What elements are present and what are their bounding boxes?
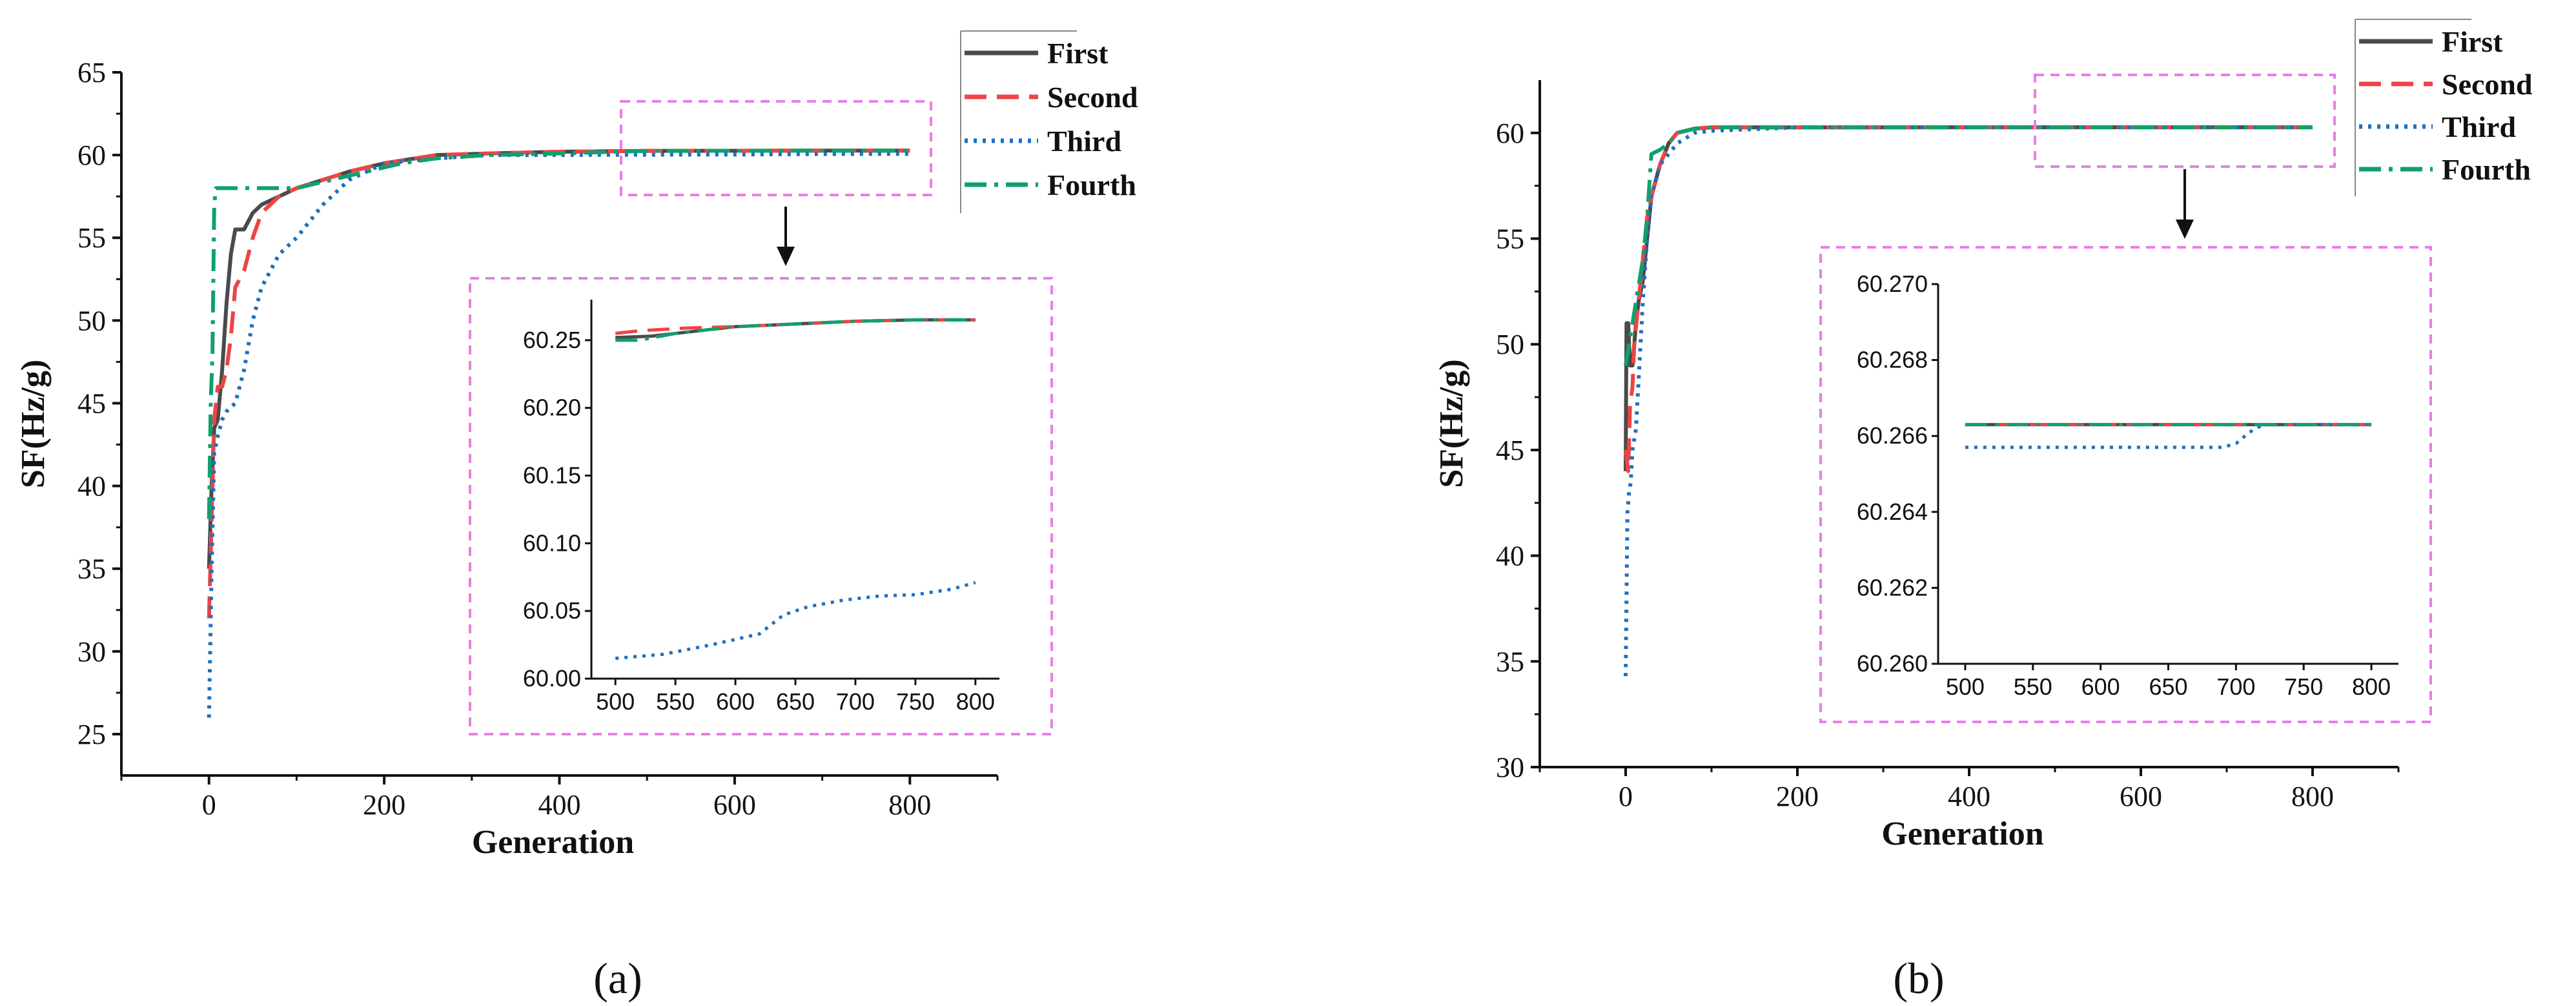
inset-series-line-fourth bbox=[615, 318, 976, 342]
inset-x-tick-label: 750 bbox=[896, 688, 935, 715]
x-tick-label: 200 bbox=[1776, 781, 1819, 812]
panel-label-a: (a) bbox=[593, 954, 642, 1003]
legend-label-third: Third bbox=[1047, 125, 1121, 158]
inset-y-tick-label: 60.15 bbox=[523, 462, 581, 489]
inset-y-tick-label: 60.262 bbox=[1857, 574, 1928, 601]
legend-background bbox=[2355, 19, 2568, 196]
inset-x-tick-label: 600 bbox=[2081, 673, 2120, 700]
y-tick-label: 40 bbox=[77, 471, 106, 502]
inset-box bbox=[469, 277, 1053, 735]
zoom-region-box bbox=[620, 100, 932, 196]
inset-x-tick-label: 650 bbox=[2149, 673, 2187, 700]
inset-box bbox=[1819, 246, 2432, 723]
series-line-third bbox=[1624, 125, 2313, 677]
y-tick-label: 50 bbox=[77, 305, 106, 336]
y-tick-label: 55 bbox=[1496, 223, 1524, 255]
inset-y-tick-label: 60.270 bbox=[1857, 271, 1928, 297]
x-tick-label: 400 bbox=[1948, 781, 1990, 812]
inset-x-tick-label: 800 bbox=[956, 688, 995, 715]
x-tick-label: 800 bbox=[888, 789, 931, 821]
legend-label-second: Second bbox=[1047, 81, 1138, 114]
y-axis-label: SF(Hz/g) bbox=[15, 360, 52, 488]
inset-x-tick-label: 750 bbox=[2284, 673, 2323, 700]
x-tick-label: 400 bbox=[538, 789, 581, 821]
inset-y-tick-label: 60.05 bbox=[523, 597, 581, 624]
inset-y-tick-label: 60.260 bbox=[1857, 650, 1928, 677]
legend-label-first: First bbox=[2442, 25, 2503, 58]
y-tick-label: 45 bbox=[77, 387, 106, 419]
inset-x-tick-label: 500 bbox=[1946, 673, 1985, 700]
y-tick-label: 40 bbox=[1496, 540, 1524, 572]
x-tick-label: 800 bbox=[2291, 781, 2334, 812]
legend-label-fourth: Fourth bbox=[2442, 153, 2531, 186]
inset-y-tick-label: 60.00 bbox=[523, 665, 581, 692]
y-tick-label: 50 bbox=[1496, 329, 1524, 360]
y-tick-label: 60 bbox=[1496, 118, 1524, 149]
y-tick-label: 30 bbox=[1496, 752, 1524, 783]
y-tick-label: 30 bbox=[77, 636, 106, 668]
y-tick-label: 60 bbox=[77, 139, 106, 171]
inset-y-tick-label: 60.266 bbox=[1857, 422, 1928, 449]
series-line-second bbox=[1624, 125, 2313, 473]
legend-label-third: Third bbox=[2442, 110, 2516, 143]
inset-y-tick-label: 60.20 bbox=[523, 395, 581, 421]
inset-x-tick-label: 700 bbox=[836, 688, 875, 715]
inset-x-tick-label: 550 bbox=[2014, 673, 2052, 700]
inset-x-tick-label: 500 bbox=[596, 688, 635, 715]
legend-label-second: Second bbox=[2442, 68, 2533, 101]
x-tick-label: 200 bbox=[363, 789, 405, 821]
panel-label-b: (b) bbox=[1893, 954, 1944, 1003]
series-line-fourth bbox=[1624, 125, 2313, 366]
y-tick-label: 65 bbox=[77, 57, 106, 88]
series-line-third bbox=[207, 152, 910, 718]
x-tick-label: 600 bbox=[713, 789, 756, 821]
x-tick-label: 0 bbox=[1619, 781, 1633, 812]
series-line-fourth bbox=[207, 149, 910, 519]
y-tick-label: 25 bbox=[77, 719, 106, 750]
inset-x-tick-label: 800 bbox=[2352, 673, 2391, 700]
zoom-arrow-head bbox=[777, 247, 795, 266]
y-axis-label: SF(Hz/g) bbox=[1433, 359, 1470, 488]
x-tick-label: 600 bbox=[2120, 781, 2162, 812]
legend-label-first: First bbox=[1047, 37, 1109, 70]
inset-x-tick-label: 600 bbox=[716, 688, 755, 715]
y-tick-label: 35 bbox=[1496, 646, 1524, 677]
zoom-region-box bbox=[2034, 74, 2336, 168]
inset-x-tick-label: 700 bbox=[2216, 673, 2255, 700]
inset-y-tick-label: 60.264 bbox=[1857, 498, 1928, 525]
x-axis-label: Generation bbox=[472, 824, 634, 861]
y-tick-label: 45 bbox=[1496, 435, 1524, 466]
inset-y-tick-label: 60.25 bbox=[523, 327, 581, 353]
y-tick-label: 35 bbox=[77, 553, 106, 585]
x-axis-label: Generation bbox=[1881, 816, 2043, 852]
x-tick-label: 0 bbox=[202, 789, 216, 821]
inset-y-tick-label: 60.268 bbox=[1857, 347, 1928, 373]
zoom-arrow-head bbox=[2176, 220, 2194, 239]
inset-x-tick-label: 550 bbox=[656, 688, 695, 715]
inset-y-tick-label: 60.10 bbox=[523, 529, 581, 556]
legend-label-fourth: Fourth bbox=[1047, 169, 1136, 201]
y-tick-label: 55 bbox=[77, 222, 106, 254]
inset-x-tick-label: 650 bbox=[776, 688, 815, 715]
